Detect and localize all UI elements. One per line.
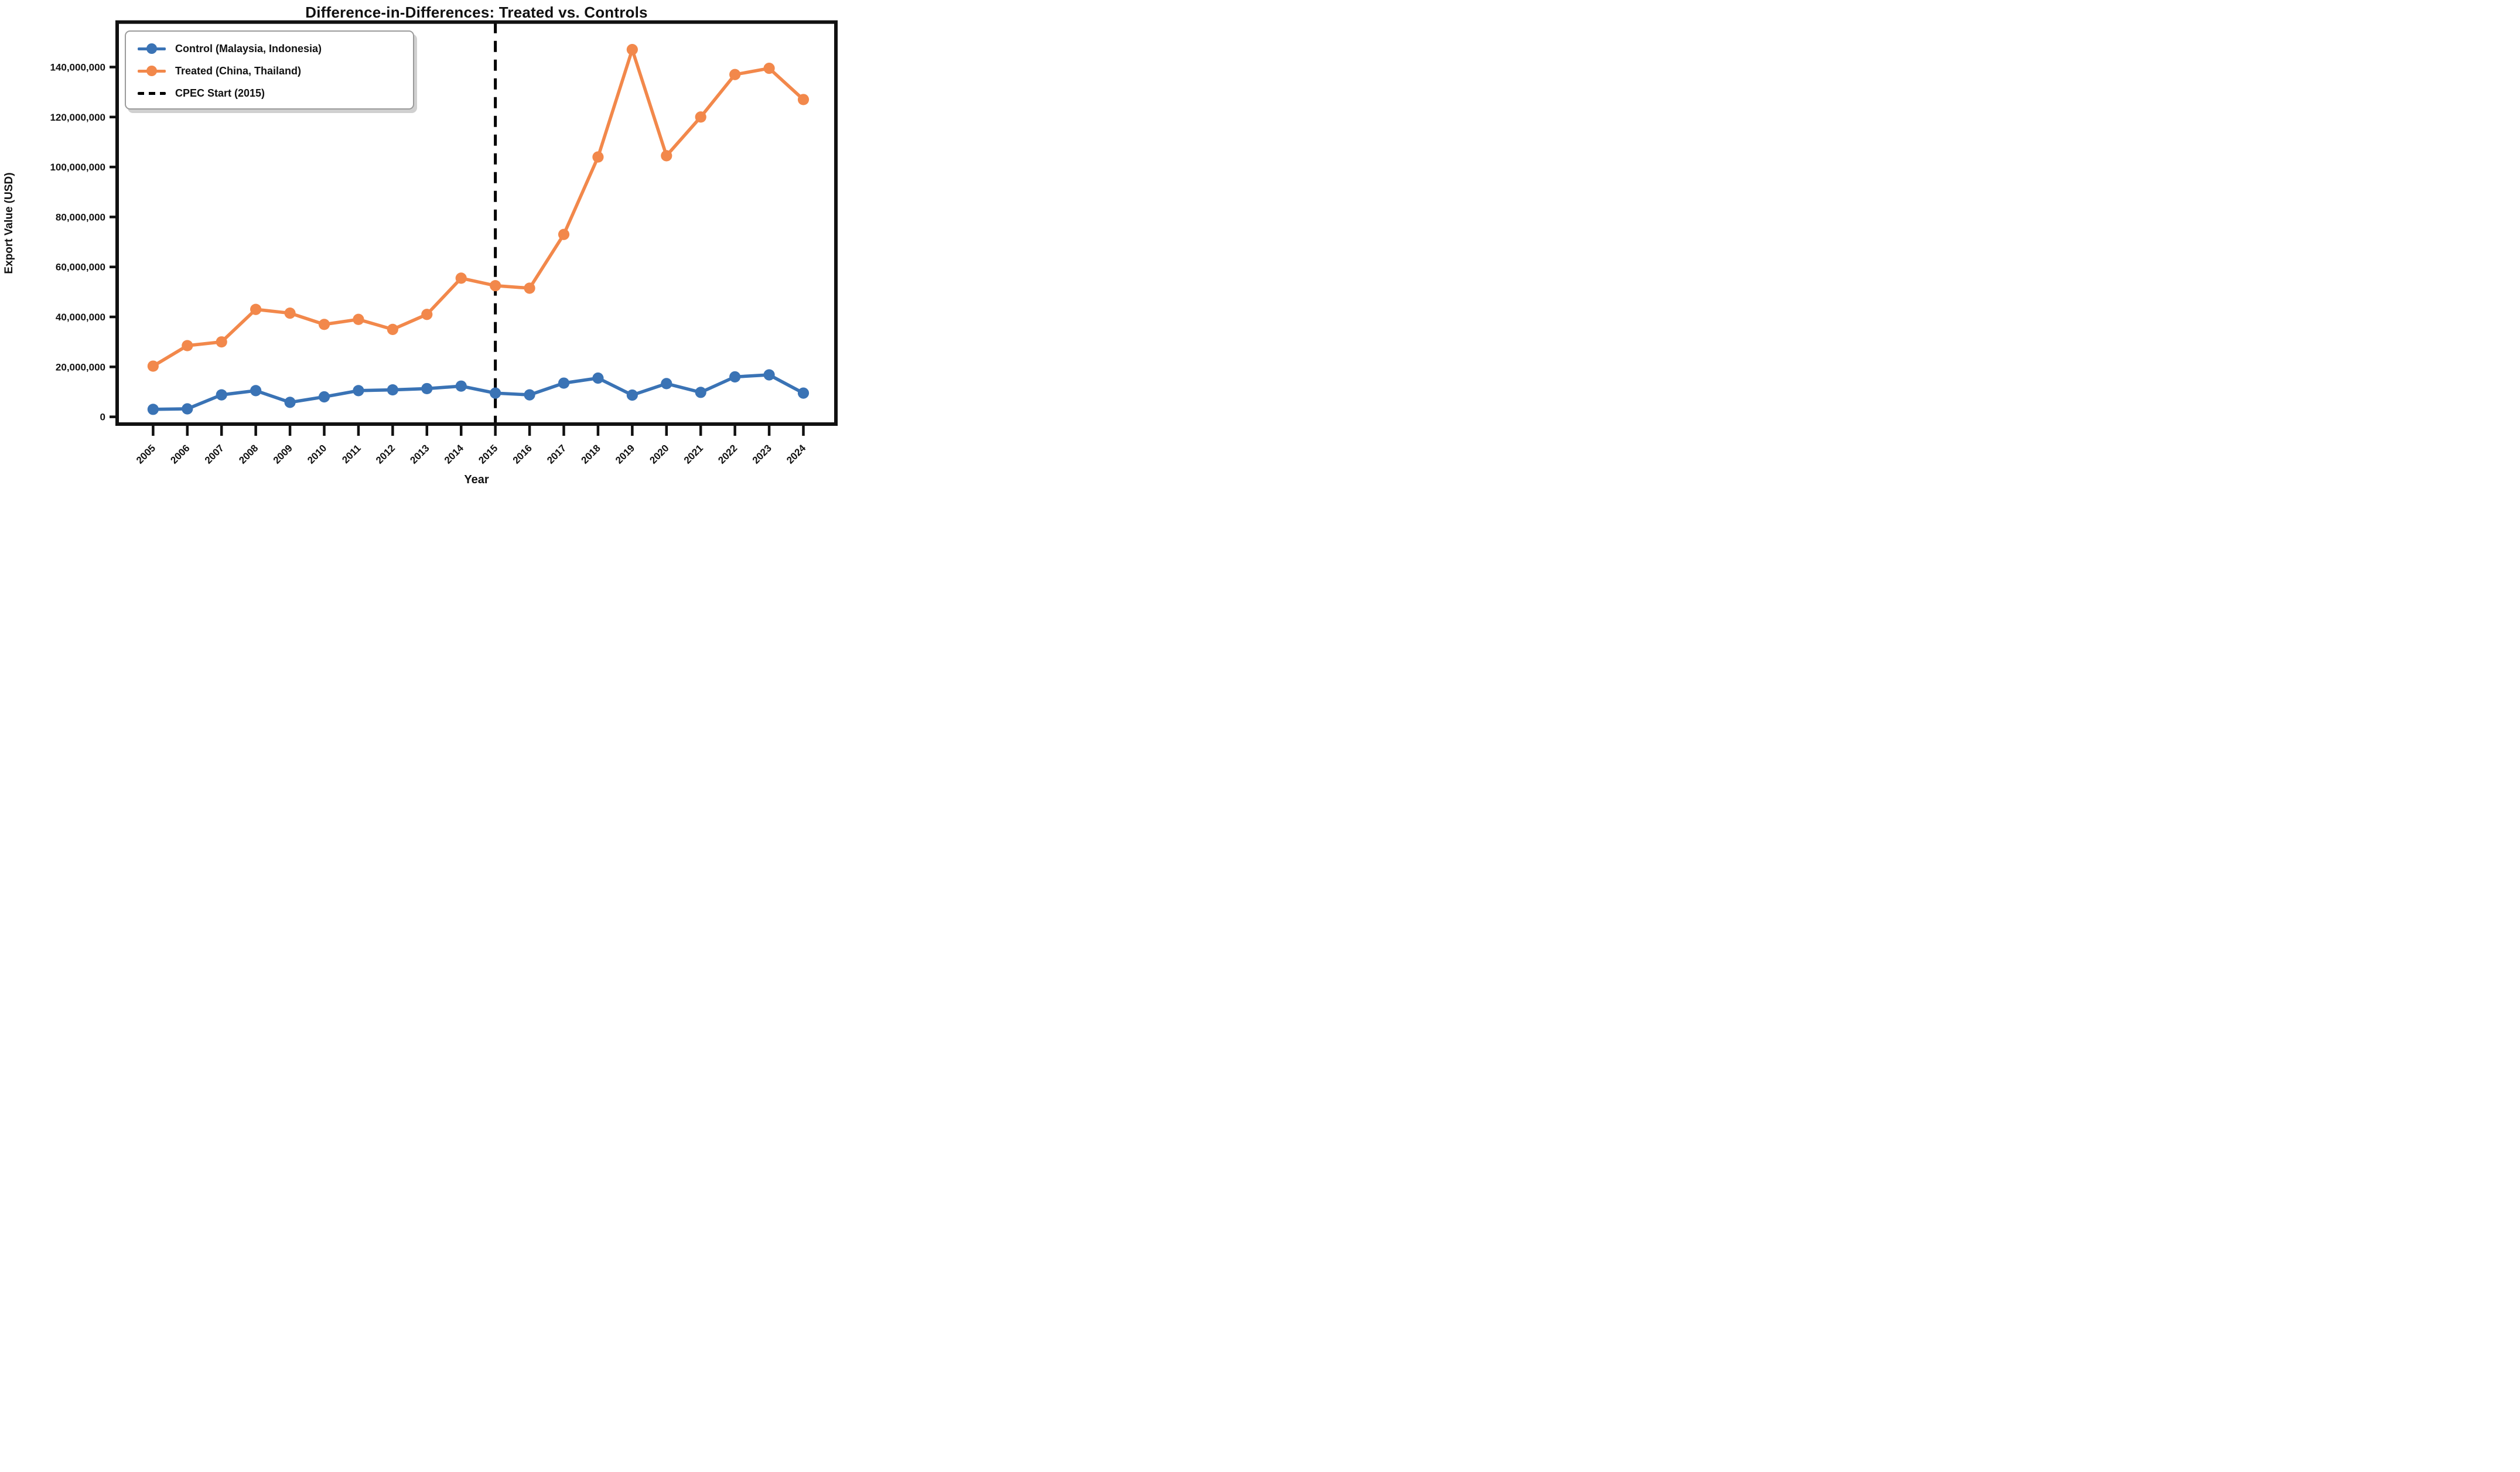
y-tick-label: 100,000,000: [50, 162, 105, 173]
x-tick-label: 2008: [237, 442, 260, 466]
control-line-marker-icon: [138, 43, 166, 54]
x-tick-label: 2019: [613, 442, 637, 466]
x-axis-label: Year: [464, 473, 489, 486]
treated-series-point-2010: [318, 319, 330, 330]
control-series-point-2009: [284, 397, 296, 408]
x-tick-label: 2020: [647, 442, 671, 466]
x-tick-label: 2005: [134, 442, 158, 466]
control-series-point-2008: [250, 385, 262, 397]
control-series-point-2007: [216, 389, 227, 401]
treated-series-line: [151, 47, 805, 368]
treated-series-point-2021: [695, 111, 706, 123]
x-tick-label: 2010: [305, 442, 329, 466]
legend-label-control: Control (Malaysia, Indonesia): [175, 42, 322, 54]
treated-series-point-2006: [182, 340, 193, 351]
treated-series-point-2008: [250, 303, 262, 315]
chart-title: Difference-in-Differences: Treated vs. C…: [305, 4, 648, 21]
x-tick-label: 2024: [784, 442, 808, 466]
legend-label-cpec-start: CPEC Start (2015): [175, 87, 265, 99]
legend-label-treated: Treated (China, Thailand): [175, 64, 302, 77]
control-series-point-2022: [729, 371, 741, 382]
x-tick-label: 2012: [374, 442, 397, 466]
treated-series-point-2022: [729, 69, 741, 80]
treated-series-point-2007: [216, 336, 227, 348]
control-series-point-2023: [763, 369, 775, 381]
control-series-point-2024: [797, 387, 810, 399]
y-tick-label: 0: [100, 412, 105, 423]
y-tick-label: 120,000,000: [50, 112, 105, 123]
control-series-point-2015: [490, 387, 501, 399]
plot-area: 0 20,000,000 40,000,000 60,000,000 80,000,00…: [50, 20, 838, 466]
x-tick-label: 2006: [168, 442, 192, 466]
treated-series-point-2020: [661, 150, 672, 162]
dashed-line-icon: [138, 87, 166, 99]
x-tick-label: 2017: [545, 442, 568, 466]
x-tick-label: 2015: [476, 442, 500, 466]
control-series-point-2010: [318, 391, 330, 403]
legend-item-treated: Treated (China, Thailand): [138, 60, 413, 82]
control-series-point-2014: [455, 380, 467, 392]
treated-line-marker-icon: [138, 65, 166, 77]
treated-series-point-2011: [353, 313, 364, 325]
treated-series-point-2014: [455, 272, 467, 284]
control-series-point-2012: [387, 384, 398, 396]
treated-series-point-2018: [592, 151, 604, 163]
y-tick-label: 20,000,000: [56, 361, 105, 373]
treated-series-point-2013: [421, 309, 433, 320]
control-series-point-2019: [626, 389, 638, 401]
control-series-point-2013: [421, 382, 433, 395]
treated-series-point-2012: [387, 323, 398, 335]
control-series-point-2021: [695, 387, 706, 398]
x-tick-label: 2013: [408, 442, 431, 466]
control-series-point-2011: [353, 385, 364, 397]
y-tick-label: 80,000,000: [56, 211, 105, 223]
legend-item-cpec-start: CPEC Start (2015): [138, 82, 413, 104]
control-series-point-2020: [661, 378, 672, 390]
y-tick-label: 140,000,000: [50, 62, 105, 73]
figure: Difference-in-Differences: Treated vs. C…: [0, 0, 840, 491]
treated-series-point-2009: [284, 308, 296, 319]
control-series-point-2005: [147, 404, 159, 415]
legend-item-control: Control (Malaysia, Indonesia): [138, 37, 413, 60]
control-series-line: [151, 373, 805, 411]
control-series-point-2006: [182, 403, 193, 415]
x-tick-label: 2022: [716, 442, 739, 466]
treated-series-point-2023: [763, 63, 775, 74]
treated-series-point-2017: [558, 228, 570, 240]
control-series-point-2018: [592, 372, 604, 384]
treated-series-point-2015: [490, 280, 501, 292]
legend: Control (Malaysia, Indonesia) Treated (C…: [125, 30, 414, 110]
control-series-point-2016: [524, 389, 535, 401]
x-tick-label: 2011: [340, 442, 363, 466]
y-tick-label: 40,000,000: [56, 312, 105, 323]
plot-border: [115, 20, 838, 426]
treated-series-point-2024: [797, 94, 810, 105]
x-tick-label: 2016: [511, 442, 534, 466]
x-tick-label: 2018: [579, 442, 603, 466]
x-tick-label: 2009: [271, 442, 295, 466]
treated-series-point-2016: [524, 282, 535, 294]
x-tick-label: 2021: [682, 442, 705, 466]
treated-series-point-2019: [626, 44, 638, 56]
x-tick-label: 2023: [750, 442, 774, 466]
control-series-point-2017: [558, 377, 570, 389]
treated-series-point-2005: [147, 360, 159, 372]
x-tick-label: 2007: [203, 442, 226, 466]
y-tick-label: 60,000,000: [56, 262, 105, 273]
x-tick-label: 2014: [442, 442, 466, 466]
